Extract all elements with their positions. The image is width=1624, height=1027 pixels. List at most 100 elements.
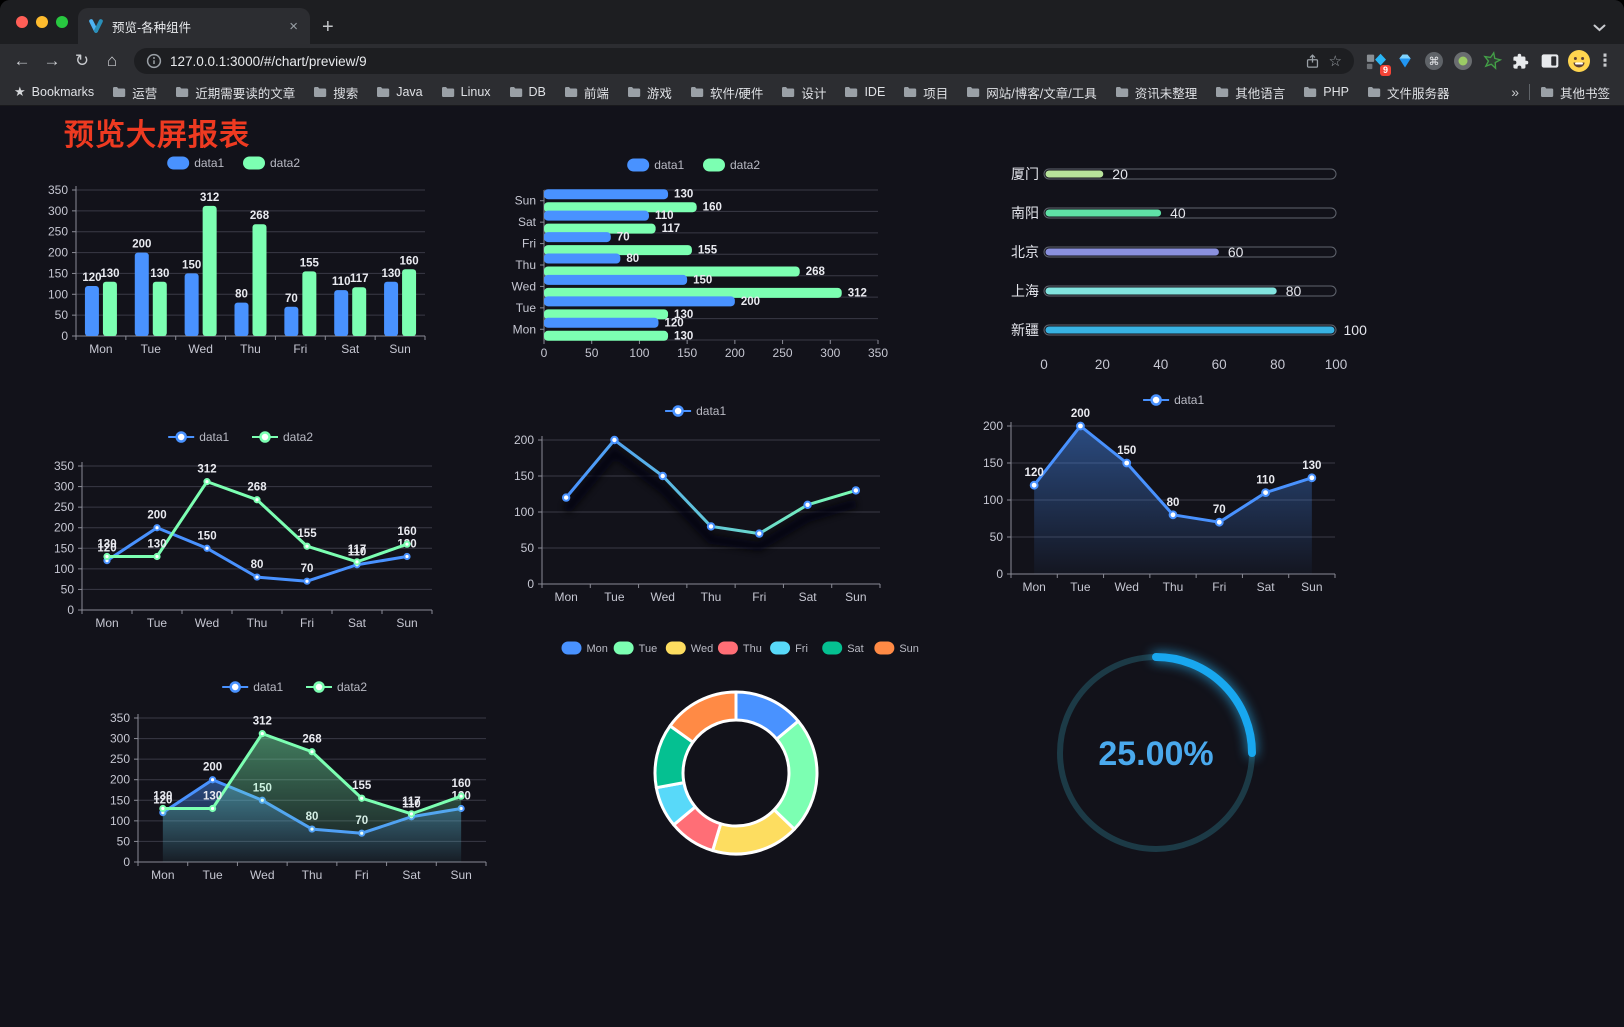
folder-icon bbox=[1540, 87, 1554, 97]
page-content: 预览大屏报表 0 50 100 150 200 250 300 350 Mon Tue Wed Thu… bbox=[0, 106, 1624, 1027]
tab-search-chevron-icon[interactable] bbox=[1593, 24, 1606, 32]
svg-text:150: 150 bbox=[48, 266, 68, 280]
folder-icon bbox=[113, 87, 126, 97]
bookmark-folder[interactable]: 近期需要读的文章 bbox=[175, 83, 295, 102]
svg-text:100: 100 bbox=[983, 493, 1003, 507]
bookmark-folder[interactable]: 项目 bbox=[903, 83, 948, 102]
svg-text:268: 268 bbox=[250, 210, 270, 222]
svg-text:130: 130 bbox=[153, 791, 172, 803]
maximize-window-button[interactable] bbox=[56, 16, 68, 28]
svg-text:0: 0 bbox=[61, 329, 68, 343]
bookmark-label: IDE bbox=[864, 85, 886, 99]
svg-text:Mon: Mon bbox=[587, 643, 608, 655]
bookmark-folder[interactable]: 前端 bbox=[564, 83, 609, 102]
gauge-chart[interactable]: 25.00% bbox=[1036, 642, 1276, 874]
bookmark-folder[interactable]: 运营 bbox=[112, 83, 157, 102]
svg-text:300: 300 bbox=[820, 346, 840, 360]
bookmark-folder[interactable]: Java bbox=[376, 85, 423, 99]
svg-text:60: 60 bbox=[1212, 357, 1227, 372]
svg-text:Sat: Sat bbox=[518, 215, 537, 229]
progress-bar-chart[interactable]: 厦门 20 南阳 40 北京 60 上海 80 新疆 100 0 20 40 60 80 100 bbox=[995, 158, 1375, 390]
share-icon[interactable] bbox=[1304, 53, 1321, 70]
home-icon[interactable]: ⌂ bbox=[106, 51, 118, 70]
svg-text:Tue: Tue bbox=[1070, 580, 1091, 594]
svg-text:Fri: Fri bbox=[1212, 580, 1226, 594]
c6-canvas: 0 50 100 150 200 Mon Tue Wed Thu Fri Sat Sun data1 12… bbox=[983, 393, 1336, 594]
back-icon[interactable]: ← bbox=[13, 51, 31, 70]
browser-tab[interactable]: 预览-各种组件 × bbox=[78, 8, 310, 44]
address-bar[interactable]: 127.0.0.1:3000/#/chart/preview/9 ☆ bbox=[134, 48, 1354, 74]
bookmark-folder[interactable]: 其他语言 bbox=[1215, 83, 1285, 102]
extension-vue-devtools-icon[interactable]: 9 bbox=[1362, 48, 1391, 76]
folder-icon bbox=[967, 87, 980, 97]
svg-text:155: 155 bbox=[300, 257, 320, 269]
bookmark-folder[interactable]: 软件/硬件 bbox=[690, 83, 763, 102]
tab-close-icon[interactable]: × bbox=[289, 17, 298, 35]
donut-pie-chart[interactable]: Mon Tue Wed Thu Fri Sat Sun bbox=[545, 634, 965, 884]
close-window-button[interactable] bbox=[16, 16, 28, 28]
minimize-window-button[interactable] bbox=[36, 16, 48, 28]
bookmark-folder[interactable]: 搜索 bbox=[313, 83, 358, 102]
svg-text:200: 200 bbox=[741, 296, 760, 308]
bookmark-folder[interactable]: 文件服务器 bbox=[1367, 83, 1449, 102]
split-screen-icon[interactable] bbox=[1536, 48, 1563, 74]
extension-record-icon[interactable] bbox=[1449, 48, 1476, 74]
folder-icon bbox=[441, 87, 454, 97]
bookmark-folder[interactable]: 游戏 bbox=[627, 83, 672, 102]
svg-text:25.00%: 25.00% bbox=[1098, 735, 1213, 773]
svg-text:Sat: Sat bbox=[348, 616, 367, 630]
svg-text:Wed: Wed bbox=[250, 868, 274, 882]
bookmarks-label[interactable]: Bookmarks bbox=[31, 85, 95, 99]
forward-icon[interactable]: → bbox=[43, 51, 61, 70]
svg-text:Tue: Tue bbox=[202, 868, 223, 882]
bookmark-label: 项目 bbox=[923, 86, 949, 101]
bookmarks-overflow-icon[interactable]: » bbox=[1511, 84, 1519, 100]
new-tab-button[interactable]: + bbox=[322, 16, 334, 38]
folder-icon bbox=[904, 87, 917, 97]
extension-command-icon[interactable]: ⌘ bbox=[1420, 48, 1447, 74]
svg-text:200: 200 bbox=[725, 346, 745, 360]
url-text[interactable]: 127.0.0.1:3000/#/chart/preview/9 bbox=[170, 53, 367, 69]
c5-canvas: 0 50 100 150 200 Mon Tue Wed Thu Fri Sat Sun data1 bbox=[514, 404, 881, 604]
svg-text:110: 110 bbox=[402, 799, 421, 811]
bookmark-label: 资讯未整理 bbox=[1134, 86, 1198, 101]
svg-text:厦门: 厦门 bbox=[1011, 166, 1039, 182]
horizontal-bar-chart[interactable]: data1 data2 0 50 100 150 200 250 300 350 Sun 130 160… bbox=[498, 152, 894, 364]
bookmark-page-star-icon[interactable]: ☆ bbox=[1328, 53, 1342, 70]
c1-canvas: 0 50 100 150 200 250 300 350 Mon Tue Wed Thu Fri Sat S… bbox=[48, 156, 426, 356]
svg-text:117: 117 bbox=[402, 796, 421, 808]
site-info-icon[interactable] bbox=[146, 53, 162, 69]
svg-text:Wed: Wed bbox=[1114, 580, 1138, 594]
svg-text:70: 70 bbox=[617, 232, 630, 244]
grouped-bar-chart[interactable]: 0 50 100 150 200 250 300 350 Mon Tue Wed Thu Fri Sat S… bbox=[38, 150, 434, 362]
bookmark-folder[interactable]: 设计 bbox=[781, 83, 826, 102]
tab-favicon bbox=[89, 19, 103, 33]
extensions-puzzle-icon[interactable] bbox=[1507, 48, 1534, 74]
svg-text:130: 130 bbox=[674, 330, 693, 342]
svg-text:312: 312 bbox=[200, 192, 219, 204]
gradient-line-chart[interactable]: 0 50 100 150 200 Mon Tue Wed Thu Fri Sat Sun data1 bbox=[502, 398, 894, 610]
svg-text:80: 80 bbox=[1167, 497, 1180, 509]
double-line-chart[interactable]: 0 50 100 150 200 250 300 350 Mon Tue Wed Thu Fri Sat S… bbox=[44, 424, 442, 636]
bookmark-folder[interactable]: DB bbox=[509, 85, 546, 99]
bookmark-folder[interactable]: PHP bbox=[1303, 85, 1349, 99]
reload-icon[interactable]: ↻ bbox=[74, 51, 90, 70]
bookmark-folder[interactable]: Linux bbox=[441, 85, 491, 99]
bookmark-folder[interactable]: 网站/博客/文章/工具 bbox=[966, 83, 1097, 102]
extension-gem-icon[interactable] bbox=[1391, 48, 1418, 74]
area-line-chart[interactable]: 0 50 100 150 200 Mon Tue Wed Thu Fri Sat Sun data1 12… bbox=[983, 390, 1369, 600]
bookmark-folder[interactable]: 资讯未整理 bbox=[1115, 83, 1198, 102]
extension-star-icon[interactable] bbox=[1478, 48, 1505, 74]
tab-title: 预览-各种组件 bbox=[112, 20, 192, 35]
double-area-line-chart[interactable]: 0 50 100 150 200 250 300 350 Mon Tue Wed Thu Fri Sat S… bbox=[98, 674, 496, 888]
svg-text:200: 200 bbox=[132, 239, 151, 251]
svg-text:Tue: Tue bbox=[604, 590, 625, 604]
svg-text:150: 150 bbox=[197, 530, 216, 542]
profile-avatar[interactable] bbox=[1565, 48, 1592, 74]
kebab-menu-icon[interactable]: ⋮ bbox=[1596, 51, 1614, 70]
svg-text:268: 268 bbox=[247, 482, 267, 494]
svg-text:312: 312 bbox=[253, 716, 272, 728]
svg-text:Thu: Thu bbox=[743, 643, 762, 655]
bookmark-folder[interactable]: IDE bbox=[844, 85, 885, 99]
other-bookmarks-folder[interactable]: 其他书签 bbox=[1540, 83, 1610, 102]
